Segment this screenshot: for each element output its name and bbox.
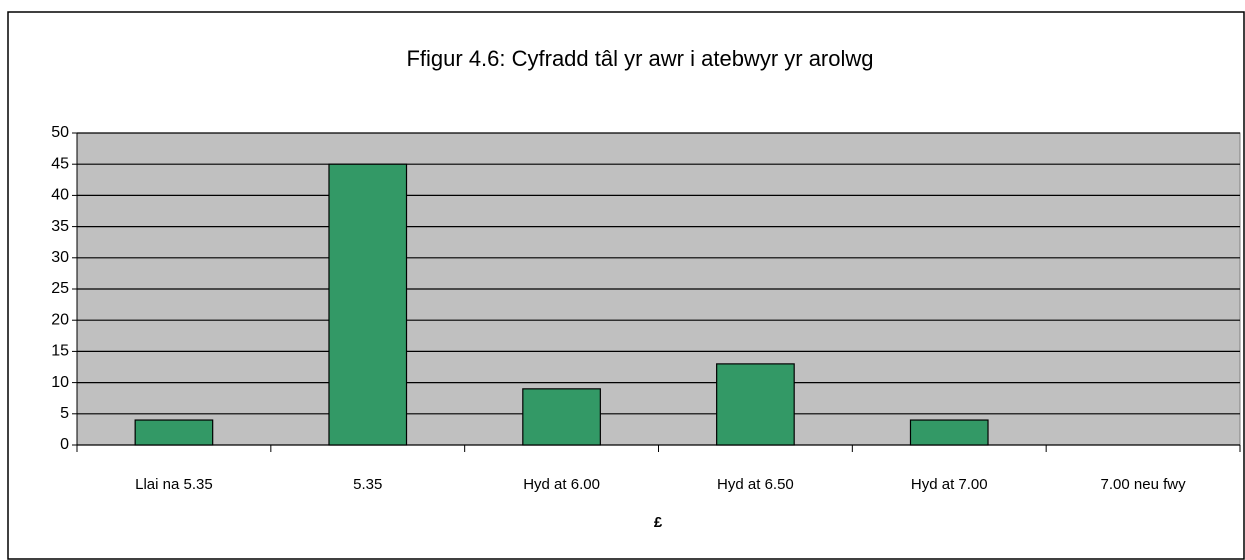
bar [522,388,601,446]
chart-title: Ffigur 4.6: Cyfradd tâl yr awr i atebwyr… [406,46,873,71]
bar [909,419,989,446]
y-tick-label: 25 [51,280,69,297]
x-tick-label: Llai na 5.35 [135,476,213,493]
y-tick-label: 30 [51,249,69,266]
y-tick-label: 40 [51,187,69,204]
y-tick-label: 50 [51,124,69,141]
y-tick-label: 45 [51,155,69,172]
y-tick-label: 20 [51,311,69,328]
bar [716,363,795,446]
x-tick-label: 7.00 neu fwy [1101,476,1187,493]
y-tick-label: 10 [51,374,69,391]
bar [134,419,214,446]
y-tick-label: 15 [51,343,69,360]
x-tick-label: Hyd at 7.00 [911,476,988,493]
x-axis-label: £ [654,514,663,531]
x-tick-label: Hyd at 6.50 [717,476,794,493]
x-tick-label: Hyd at 6.00 [523,476,600,493]
y-tick-label: 35 [51,218,69,235]
bar [328,163,408,446]
x-tick-label: 5.35 [353,476,382,493]
y-tick-label: 5 [60,405,69,422]
y-tick-label: 0 [60,436,69,453]
